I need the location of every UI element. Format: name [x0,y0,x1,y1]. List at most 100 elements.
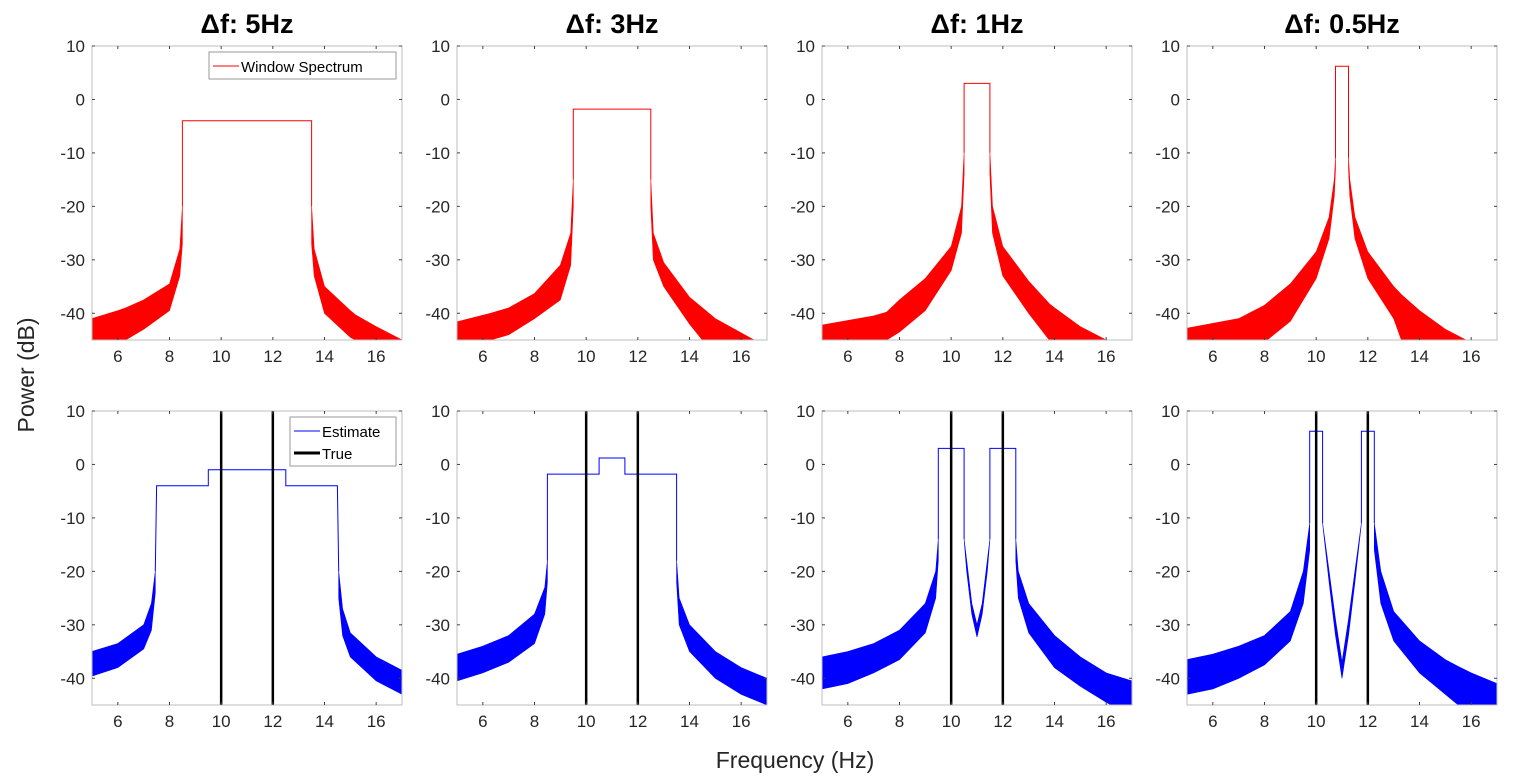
x-tick-label: 8 [895,347,904,366]
x-tick-label: 8 [530,712,539,731]
y-tick-label: -40 [60,669,85,688]
spectrum-line-1 [181,120,313,207]
x-tick-label: 8 [165,347,174,366]
y-tick-label: 10 [66,37,85,56]
spectrum-lobe-1 [822,539,939,690]
axes-box [1186,45,1498,341]
y-tick-label: -20 [425,562,450,581]
axes-box [91,45,403,341]
y-tick-label: -40 [425,669,450,688]
x-tick-label: 14 [680,712,699,731]
x-tick-label: 6 [113,712,122,731]
x-tick-label: 12 [993,712,1012,731]
legend: Window Spectrum [208,51,397,80]
legend-label: Window Spectrum [241,59,363,76]
plot-area [457,46,767,340]
data-layer [457,108,755,340]
plot-area [92,46,402,340]
x-tick-label: 14 [680,347,699,366]
axes-box [821,45,1133,341]
spectrum-lobe-1 [822,152,965,340]
x-tick-label: 10 [212,712,231,731]
x-tick-label: 10 [1307,347,1326,366]
y-tick-label: 0 [806,90,815,109]
y-tick-label: -20 [790,197,815,216]
subplots: 6 8 10 12 14 16 -40 -30 -20 -10 0 10 Δf: 5Hz Window S… [60,9,1498,731]
subplot-title: Δf: 3Hz [566,9,659,39]
x-tick-label: 6 [843,347,852,366]
x-tick-label: 14 [315,712,334,731]
y-tick-label: 0 [806,455,815,474]
data-layer [1187,411,1497,705]
y-tick-label: 10 [1161,402,1180,421]
y-tick-label: -30 [1155,616,1180,635]
y-tick-label: 0 [1171,455,1180,474]
y-tick-label: -30 [790,616,815,635]
y-tick-label: 0 [76,90,85,109]
x-tick-label: 6 [843,712,852,731]
x-tick-label: 12 [628,347,647,366]
x-tick-label: 16 [1462,712,1481,731]
x-tick-label: 16 [1462,347,1481,366]
y-tick-label: 10 [796,402,815,421]
x-tick-label: 14 [315,347,334,366]
axes-box [456,45,768,341]
y-tick-label: -10 [60,509,85,528]
y-tick-label: -20 [1155,562,1180,581]
data-layer [92,411,402,705]
y-tick-label: -20 [1155,197,1180,216]
y-tick-label: -30 [425,616,450,635]
y-tick-label: 10 [796,37,815,56]
x-tick-label: 12 [628,712,647,731]
subplot-title: Δf: 0.5Hz [1284,9,1399,39]
axes-box [456,410,768,706]
x-tick-label: 10 [212,347,231,366]
y-tick-label: -30 [425,251,450,270]
data-layer [92,120,402,340]
x-tick-label: 14 [1045,712,1064,731]
y-tick-label: -20 [60,562,85,581]
y-tick-label: 0 [441,455,450,474]
y-tick-label: 0 [441,90,450,109]
x-tick-label: 16 [1097,712,1116,731]
y-tick-label: -40 [1155,669,1180,688]
y-tick-label: -10 [1155,509,1180,528]
x-tick-label: 6 [478,347,487,366]
axes-box [821,410,1133,706]
x-tick-label: 10 [577,347,596,366]
y-tick-label: -10 [790,509,815,528]
legend-label: True [322,446,352,463]
legend: Estimate True [289,416,397,467]
subplot-title: Δf: 5Hz [201,9,294,39]
y-tick-label: -10 [60,144,85,163]
x-tick-label: 6 [478,712,487,731]
y-tick-label: -30 [1155,251,1180,270]
y-tick-label: -20 [790,562,815,581]
legend-label: Estimate [322,424,380,441]
plot-area [822,46,1132,340]
x-tick-label: 8 [165,712,174,731]
subplot-1-3: 6 8 10 12 14 16 -40 -30 -20 -10 0 10 Δf: 1Hz [790,9,1133,366]
data-layer [457,411,767,705]
spectrum-lobe-1 [457,560,548,682]
x-tick-label: 10 [1307,712,1326,731]
x-tick-label: 14 [1410,712,1429,731]
spectrum-lobe-2 [676,560,767,705]
spectrum-lobe-1 [1187,158,1336,340]
spectrum-line-1 [154,469,340,572]
y-tick-label: -40 [60,304,85,323]
x-tick-label: 16 [367,347,386,366]
spectrum-lobe-1 [92,206,183,340]
x-tick-label: 10 [577,712,596,731]
spectrum-line-1 [546,457,678,561]
spectrum-lobe-3 [1374,523,1497,705]
x-axis-label: Frequency (Hz) [716,747,874,773]
spectrum-lobe-2 [338,571,402,695]
plot-area [1187,46,1497,340]
y-tick-label: -30 [60,616,85,635]
y-tick-label: 10 [1161,37,1180,56]
spectrum-lobe-3 [1015,539,1132,705]
y-tick-label: -40 [790,669,815,688]
subplot-2-4: 6 8 10 12 14 16 -40 -30 -20 -10 0 10 [1155,402,1498,731]
spectrum-line-1 [963,82,991,153]
